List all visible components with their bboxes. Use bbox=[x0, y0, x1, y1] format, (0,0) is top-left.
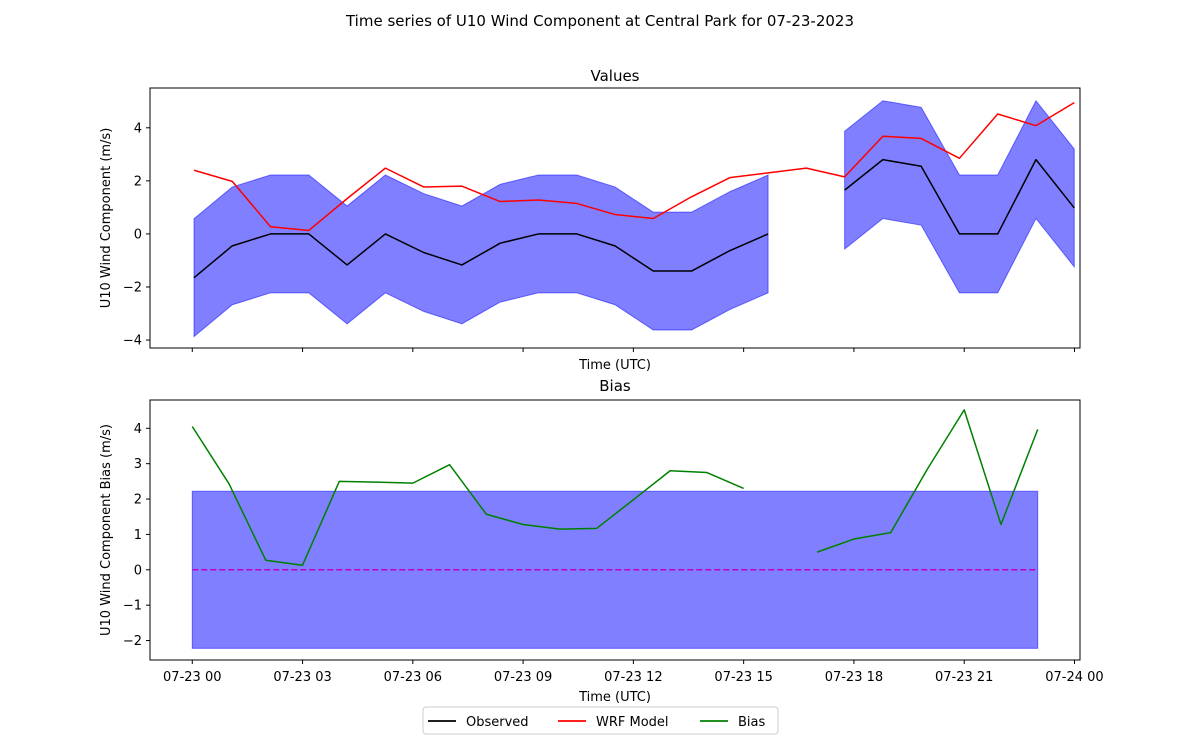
legend-label-wrf-model: WRF Model bbox=[596, 715, 669, 730]
bias-xtick-label: 07-23 03 bbox=[273, 670, 331, 685]
bias-ytick-label: −1 bbox=[123, 599, 142, 614]
figure-suptitle: Time series of U10 Wind Component at Cen… bbox=[345, 12, 854, 30]
bias-ytick-label: −2 bbox=[123, 634, 142, 649]
bias-y-axis-label: U10 Wind Component Bias (m/s) bbox=[99, 424, 114, 636]
values-x-axis-label: Time (UTC) bbox=[578, 358, 651, 373]
values-series-wrf-model bbox=[193, 101, 1075, 232]
values-ytick-label: 0 bbox=[134, 227, 142, 242]
values-plot-frame bbox=[149, 87, 1081, 349]
values-series-observed bbox=[193, 158, 1075, 279]
legend-entry-bias: Bias bbox=[700, 715, 765, 730]
legend-label-bias: Bias bbox=[738, 715, 765, 730]
bias-x-axis-label: Time (UTC) bbox=[578, 690, 651, 705]
values-y-ticks: −4 −2 0 2 4 bbox=[123, 121, 150, 349]
values-ytick-label: −2 bbox=[123, 280, 142, 295]
legend-entry-wrf-model: WRF Model bbox=[558, 715, 669, 730]
bias-plot-frame bbox=[149, 399, 1081, 661]
bias-ytick-label: 3 bbox=[134, 457, 142, 472]
values-ytick-label: 4 bbox=[134, 121, 142, 136]
values-band-segment-2 bbox=[844, 99, 1075, 294]
values-uncertainty-band bbox=[193, 99, 1075, 338]
bias-xtick-label: 07-24 00 bbox=[1045, 670, 1103, 685]
legend-entry-observed: Observed bbox=[428, 715, 529, 730]
bias-x-ticks: 07-23 00 07-23 03 07-23 06 07-23 09 07-23 12… bbox=[163, 660, 1104, 685]
values-series-lines bbox=[193, 101, 1075, 279]
bias-panel-title: Bias bbox=[599, 377, 631, 395]
values-panel: Values −4 −2 0 2 4 Time (UTC) U10 Wind Compo… bbox=[99, 67, 1081, 373]
bias-xtick-label: 07-23 12 bbox=[604, 670, 662, 685]
legend-frame bbox=[422, 706, 779, 735]
legend: Observed WRF Model Bias bbox=[422, 706, 779, 735]
values-y-axis-label: U10 Wind Component (m/s) bbox=[99, 128, 114, 309]
values-ytick-label: −4 bbox=[123, 334, 142, 349]
values-x-ticks bbox=[191, 348, 1075, 352]
bias-xtick-label: 07-23 09 bbox=[494, 670, 552, 685]
legend-label-observed: Observed bbox=[466, 715, 529, 730]
bias-xtick-label: 07-23 15 bbox=[714, 670, 772, 685]
values-band-segment-1 bbox=[193, 174, 769, 338]
bias-ytick-label: 2 bbox=[134, 493, 142, 508]
bias-series-bias bbox=[191, 409, 1039, 566]
bias-ytick-label: 1 bbox=[134, 528, 142, 543]
bias-ytick-label: 4 bbox=[134, 422, 142, 437]
bias-series-lines bbox=[191, 409, 1039, 566]
bias-xtick-label: 07-23 06 bbox=[384, 670, 442, 685]
bias-ytick-label: 0 bbox=[134, 563, 142, 578]
values-ytick-label: 2 bbox=[134, 174, 142, 189]
bias-xtick-label: 07-23 00 bbox=[163, 670, 221, 685]
values-panel-title: Values bbox=[590, 67, 639, 85]
bias-xtick-label: 07-23 18 bbox=[825, 670, 883, 685]
bias-xtick-label: 07-23 21 bbox=[935, 670, 993, 685]
bias-y-ticks: −2 −1 0 1 2 3 4 bbox=[123, 422, 150, 649]
